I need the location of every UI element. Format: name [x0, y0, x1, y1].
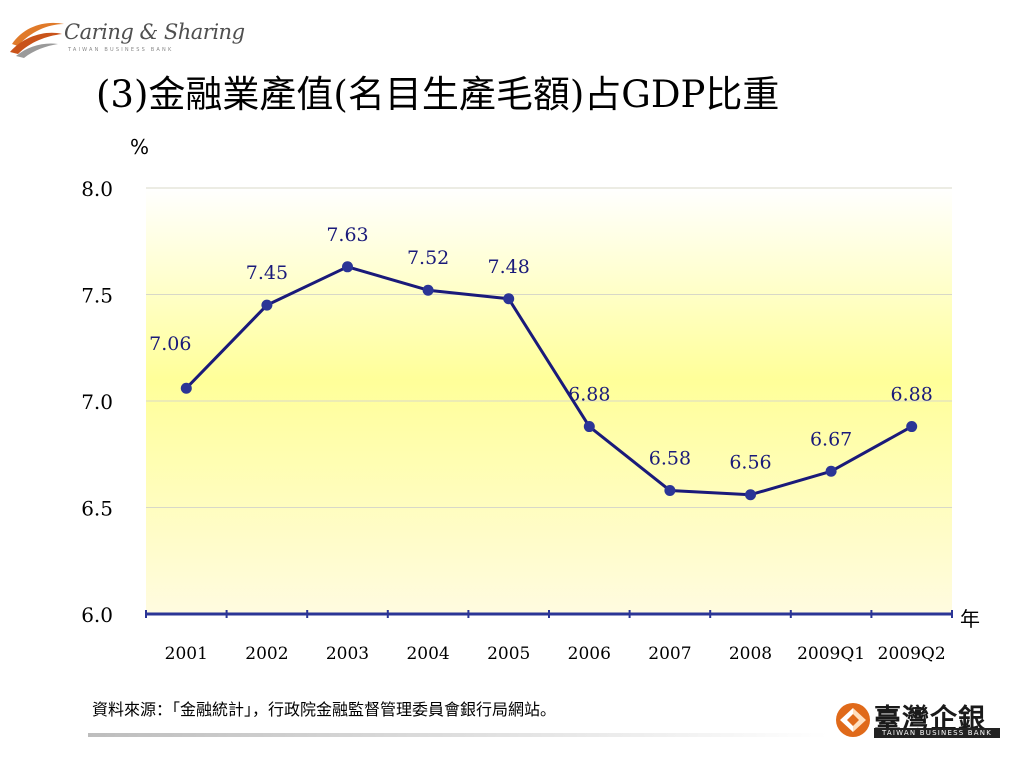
grid-lines — [146, 187, 952, 508]
bank-emblem-icon — [836, 703, 870, 737]
data-labels: 7.06 7.45 7.63 7.52 7.48 6.88 6.58 6.56 6.67 6.88 — [149, 224, 933, 474]
x-tick-label: 2007 — [648, 644, 691, 664]
y-axis-ticks: 6.0 6.5 7.0 7.5 8.0 — [81, 177, 113, 627]
data-point — [503, 293, 515, 305]
data-point — [583, 421, 595, 433]
data-point — [342, 261, 353, 273]
data-point — [180, 382, 192, 394]
data-markers — [180, 261, 918, 501]
x-axis-unit-label: 年 — [960, 607, 980, 631]
caring-sharing-logo: Caring & Sharing TAIWAN BUSINESS BANK — [8, 14, 245, 58]
data-label: 7.52 — [407, 247, 449, 269]
y-tick-label: 7.5 — [81, 284, 113, 308]
data-label: 6.58 — [649, 447, 691, 469]
x-axis-ticks: 2001 2002 2003 2004 2005 2006 2007 2008 2009Q1 20… — [165, 644, 946, 664]
y-tick-label: 7.0 — [81, 390, 113, 414]
y-tick-label: 6.0 — [81, 603, 113, 627]
data-point — [664, 484, 676, 496]
x-tick-label: 2003 — [326, 644, 369, 664]
x-tick-label: 2009Q2 — [878, 644, 946, 664]
data-label: 6.88 — [568, 384, 610, 406]
logo-subtext: TAIWAN BUSINESS BANK — [68, 47, 174, 53]
x-tick-label: 2006 — [568, 644, 611, 664]
taiwan-business-bank-logo: 臺灣企銀 TAIWAN BUSINESS BANK — [834, 700, 1004, 740]
data-point — [422, 284, 434, 296]
data-label: 7.63 — [326, 224, 368, 246]
y-tick-label: 8.0 — [81, 177, 113, 201]
page-title: (3)金融業產值(名目生產毛額)占GDP比重 — [96, 73, 780, 116]
source-note: 資料來源：「金融統計」，行政院金融監督管理委員會銀行局網站。 — [92, 700, 557, 719]
x-tick-label: 2008 — [729, 644, 772, 664]
x-tick-label: 2002 — [245, 644, 288, 664]
data-label: 7.45 — [246, 262, 288, 284]
data-point — [261, 299, 273, 311]
series-line — [185, 265, 913, 497]
swoosh-icon — [10, 22, 64, 58]
x-tick-label: 2009Q1 — [797, 644, 865, 664]
x-tick-label: 2005 — [487, 644, 530, 664]
data-label: 6.88 — [891, 384, 933, 406]
data-label: 6.67 — [810, 428, 852, 450]
data-label: 7.48 — [488, 256, 530, 278]
footer-rule — [88, 733, 828, 737]
data-point — [745, 489, 756, 501]
logo-text: Caring & Sharing — [64, 20, 245, 44]
data-point — [906, 421, 918, 433]
data-label: 6.56 — [729, 452, 771, 474]
y-tick-label: 6.5 — [81, 497, 113, 521]
data-point — [825, 465, 837, 477]
x-tick-label: 2001 — [165, 644, 208, 664]
x-tick-label: 2004 — [406, 644, 449, 664]
y-axis-unit-label: % — [130, 135, 149, 159]
x-axis — [145, 610, 953, 618]
brand-subtext: TAIWAN BUSINESS BANK — [874, 728, 1000, 738]
data-label: 7.06 — [149, 333, 191, 355]
